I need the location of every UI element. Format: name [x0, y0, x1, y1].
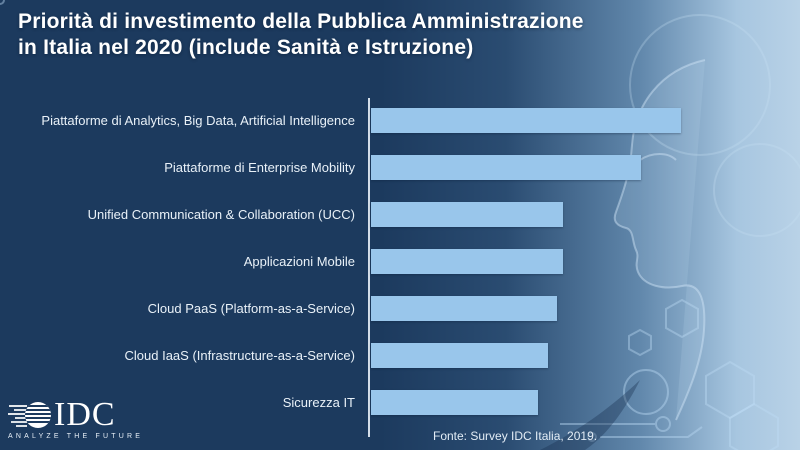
page-title: Priorità di investimento della Pubblica … [18, 9, 584, 61]
bar-label: Cloud PaaS (Platform-as-a-Service) [147, 301, 355, 316]
bar [371, 249, 563, 274]
chart-row: Applicazioni Mobile [0, 249, 800, 274]
chart-row: Cloud PaaS (Platform-as-a-Service) [0, 296, 800, 321]
idc-globe-icon [8, 402, 51, 428]
title-line-1: Priorità di investimento della Pubblica … [18, 10, 584, 33]
bar [371, 108, 681, 133]
idc-logo: IDC ANALYZE THE FUTURE [8, 396, 144, 440]
bar-label: Applicazioni Mobile [243, 254, 355, 269]
bar-label: Unified Communication & Collaboration (U… [87, 207, 355, 222]
y-axis-line [368, 98, 370, 437]
chart-row: Unified Communication & Collaboration (U… [0, 202, 800, 227]
bar [371, 390, 538, 415]
chart-row: Piattaforme di Analytics, Big Data, Arti… [0, 108, 800, 133]
source-note: Fonte: Survey IDC Italia, 2019. [433, 429, 598, 443]
bar [371, 296, 557, 321]
bar-label: Piattaforme di Analytics, Big Data, Arti… [41, 113, 355, 128]
bar [371, 155, 641, 180]
chart-row: Sicurezza IT [0, 390, 800, 415]
idc-wordmark: IDC [54, 396, 116, 433]
bar-label: Sicurezza IT [282, 395, 355, 410]
bar [371, 343, 548, 368]
title-line-2: in Italia nel 2020 (include Sanità e Ist… [18, 36, 474, 59]
bar-label: Cloud IaaS (Infrastructure-as-a-Service) [124, 348, 355, 363]
idc-tagline: ANALYZE THE FUTURE [8, 433, 144, 440]
chart-row: Cloud IaaS (Infrastructure-as-a-Service) [0, 343, 800, 368]
bar [371, 202, 563, 227]
bar-label: Piattaforme di Enterprise Mobility [164, 160, 355, 175]
chart-row: Piattaforme di Enterprise Mobility [0, 155, 800, 180]
